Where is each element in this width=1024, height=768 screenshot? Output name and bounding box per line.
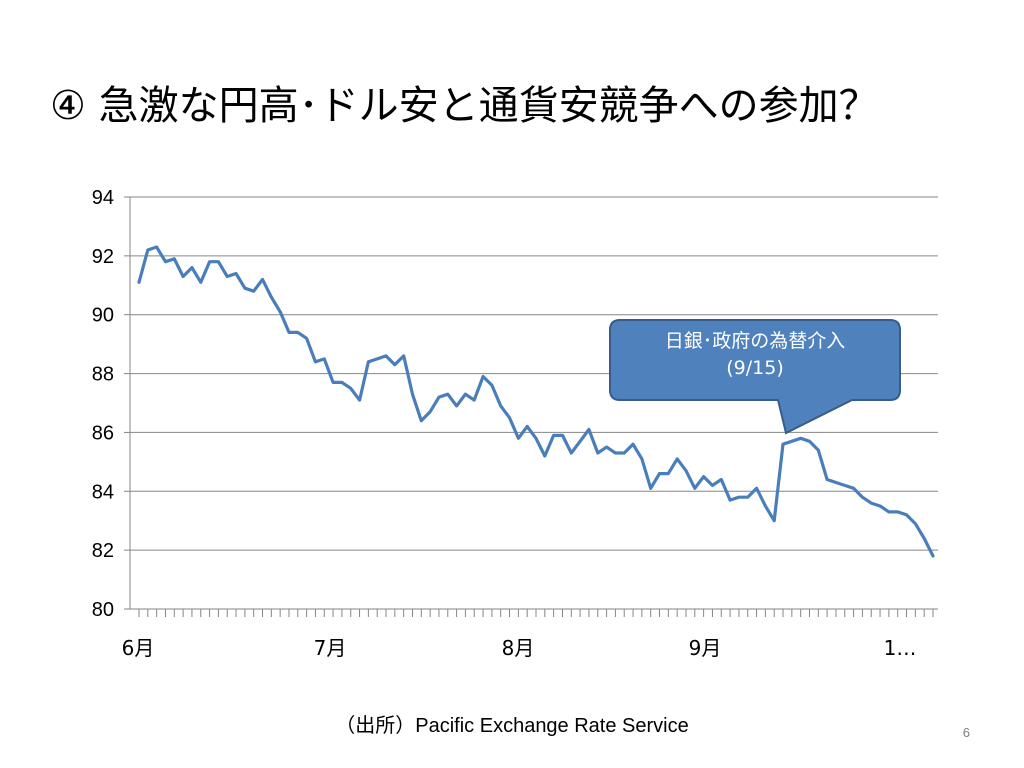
callout-line-2: (9/15) [726, 357, 784, 379]
x-tick-label: 8月 [502, 636, 535, 660]
callout-line-1: 日銀･政府の為替介入 [664, 330, 846, 352]
y-tick-label: 90 [92, 305, 114, 327]
callout-box [609, 319, 901, 435]
chart-axes [129, 197, 938, 617]
slide-title: ④ 急激な円高･ドル安と通貨安競争への参加？ [50, 83, 879, 129]
y-tick-label: 94 [92, 187, 114, 209]
callout-text: 日銀･政府の為替介入 (9/15) [612, 328, 898, 382]
x-tick-label: 6月 [122, 636, 155, 660]
x-tick-label: 1… [884, 636, 917, 660]
page-number: 6 [962, 725, 970, 740]
chart-gridlines [124, 196, 938, 610]
x-axis-tick-labels: 6月 7月 8月 9月 1… [122, 636, 917, 660]
y-tick-label: 92 [92, 246, 114, 268]
y-tick-label: 82 [92, 540, 114, 562]
series-line [137, 245, 935, 558]
y-tick-label: 86 [92, 422, 114, 444]
source-note: （出所）Pacific Exchange Rate Service [335, 715, 689, 737]
x-tick-label: 9月 [689, 636, 722, 660]
y-tick-label: 84 [92, 481, 114, 503]
y-tick-label: 80 [92, 599, 114, 621]
y-tick-label: 88 [92, 364, 114, 386]
y-axis-tick-labels: 80 82 84 86 88 90 92 94 [92, 187, 114, 621]
x-tick-label: 7月 [314, 636, 347, 660]
